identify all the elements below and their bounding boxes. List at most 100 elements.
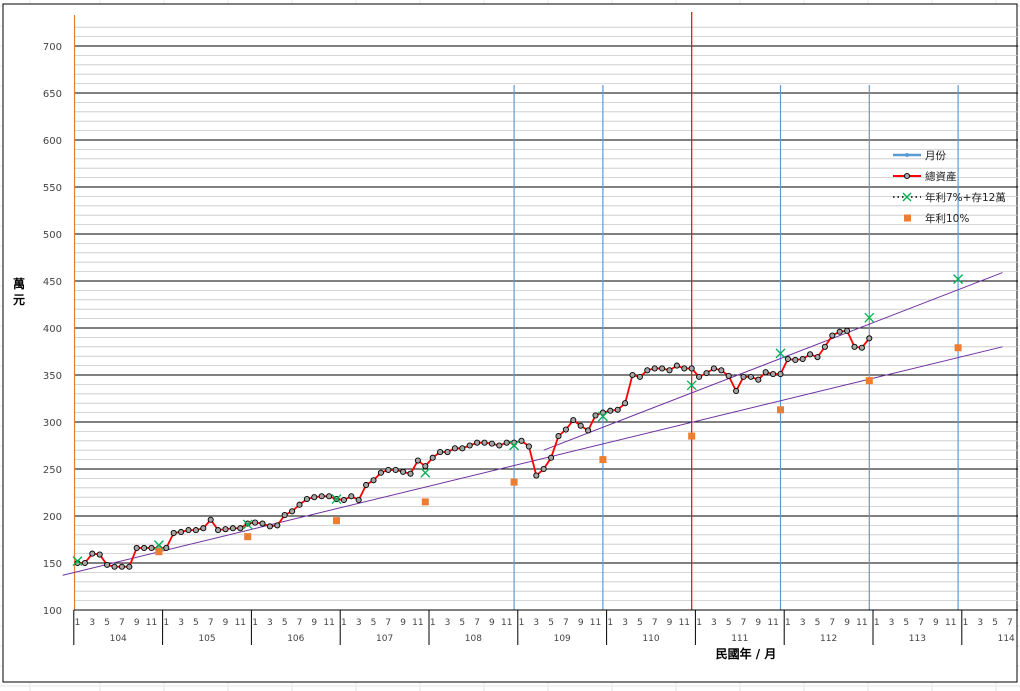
x-year-tick-label: 111	[731, 634, 748, 644]
total-assets-point	[673, 362, 680, 369]
total-assets-point	[644, 367, 651, 374]
x-marker-stroke	[242, 519, 253, 530]
total-assets-point	[111, 563, 118, 570]
chart-area[interactable]	[2, 3, 1018, 683]
total-assets-point	[244, 520, 251, 527]
x-month-tick-label: 7	[1007, 618, 1013, 628]
x-marker-stroke	[153, 540, 164, 551]
total-assets-point	[141, 544, 148, 552]
total-assets-point	[792, 356, 799, 364]
seven-percent-point	[242, 519, 253, 530]
ten-percent-point	[688, 432, 696, 440]
total-assets-point	[133, 544, 140, 552]
x-axis-label: 民國年 / 月	[716, 646, 777, 661]
x-month-tick-label: 11	[679, 618, 690, 628]
x-marker-stroke	[597, 411, 608, 422]
total-assets-point	[340, 496, 347, 504]
total-assets-point	[385, 466, 392, 473]
x-year-tick-label: 114	[998, 634, 1015, 644]
x-month-tick-label: 9	[578, 618, 584, 628]
total-assets-point	[636, 373, 643, 380]
total-assets-point	[252, 519, 259, 526]
total-assets-point	[259, 520, 266, 527]
total-assets-point	[733, 387, 740, 395]
seven-percent-point	[509, 440, 520, 451]
x-month-tick-label: 7	[918, 618, 924, 628]
x-month-tick-label: 3	[889, 618, 895, 628]
total-assets-point	[696, 373, 703, 380]
x-marker-stroke	[902, 192, 912, 202]
total-assets-point	[481, 439, 488, 446]
ten-percent-point	[954, 344, 962, 352]
total-assets-point	[474, 439, 481, 446]
legend-item: 年利10%	[904, 212, 969, 225]
x-month-tick-label: 9	[844, 618, 850, 628]
x-month-tick-label: 9	[667, 618, 673, 628]
x-month-tick-label: 11	[323, 618, 334, 628]
total-assets-point	[718, 367, 725, 374]
seven-percent-point	[953, 274, 964, 285]
series-total-assets	[74, 327, 873, 570]
y-tick-label: 450	[43, 277, 62, 288]
seven-percent-point	[686, 380, 697, 391]
x-month-tick-label: 3	[356, 618, 362, 628]
total-assets-point	[629, 371, 636, 379]
total-assets-point	[488, 440, 495, 447]
x-marker-stroke	[509, 440, 520, 451]
total-assets-point	[533, 472, 540, 479]
total-assets-point	[274, 522, 281, 529]
x-month-tick-label: 11	[945, 618, 956, 628]
total-assets-point	[755, 376, 762, 383]
x-month-tick-label: 7	[385, 618, 391, 628]
total-assets-point	[81, 559, 88, 567]
y-tick-label: 500	[43, 230, 62, 241]
total-assets-point	[311, 494, 318, 501]
x-marker-stroke	[864, 312, 875, 323]
total-assets-point	[496, 442, 503, 449]
x-month-tick-label: 5	[815, 618, 821, 628]
total-assets-point	[355, 496, 362, 504]
total-assets-point	[614, 406, 621, 413]
total-assets-point	[400, 468, 407, 475]
x-month-tick-label: 11	[412, 618, 423, 628]
total-assets-point	[89, 550, 96, 557]
ten-percent-point	[333, 517, 340, 525]
legend-item: 年利7%+存12萬	[893, 191, 1006, 204]
total-assets-point	[799, 355, 806, 363]
total-assets-point	[503, 439, 510, 446]
x-month-tick-label: 5	[637, 618, 643, 628]
x-month-tick-label: 11	[767, 618, 778, 628]
total-assets-point	[762, 369, 769, 376]
x-month-tick-label: 5	[282, 618, 288, 628]
reference-lines	[73, 12, 959, 610]
total-assets-point	[207, 516, 214, 523]
total-assets-point	[688, 365, 695, 372]
total-assets-point	[126, 563, 133, 570]
x-month-tick-label: 7	[119, 618, 125, 628]
total-assets-point	[96, 551, 103, 558]
y-tick-label: 250	[43, 465, 62, 476]
x-year-tick-label: 110	[642, 634, 659, 644]
x-month-tick-label: 7	[829, 618, 835, 628]
total-assets-point	[422, 463, 429, 470]
total-assets-point	[429, 454, 436, 461]
trend-line	[543, 272, 1003, 451]
x-marker-stroke	[775, 348, 786, 359]
total-assets-point	[377, 469, 384, 476]
total-assets-point	[192, 527, 199, 534]
total-assets-point	[651, 365, 658, 372]
legend-swatch-dot	[905, 153, 909, 157]
total-assets-point	[681, 365, 688, 372]
x-month-tick-label: 9	[311, 618, 317, 628]
legend-swatch-square	[904, 214, 911, 222]
total-assets-point	[540, 465, 547, 473]
x-month-tick-label: 5	[371, 618, 377, 628]
y-tick-label: 700	[43, 42, 62, 53]
y-tick-label: 550	[43, 183, 62, 194]
legend-item: 總資產	[893, 170, 957, 183]
legend-label: 年利7%+存12萬	[925, 191, 1006, 204]
x-month-tick-label: 1	[341, 618, 347, 628]
total-assets-point	[104, 561, 111, 568]
